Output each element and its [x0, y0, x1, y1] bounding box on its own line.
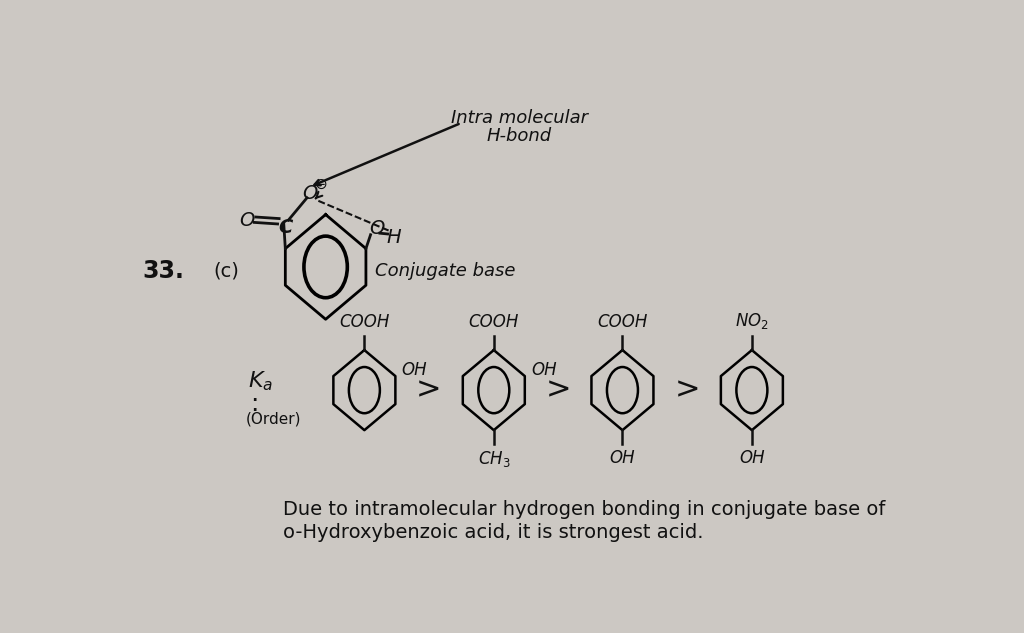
Text: C: C — [279, 218, 293, 237]
Text: OH: OH — [739, 449, 765, 467]
Text: >: > — [416, 375, 441, 404]
Text: >: > — [546, 375, 570, 404]
Text: O: O — [240, 211, 255, 230]
Text: COOH: COOH — [339, 313, 389, 331]
Text: O: O — [369, 219, 384, 238]
Text: OH: OH — [609, 449, 635, 467]
Text: Intra molecular: Intra molecular — [451, 110, 588, 127]
Text: $O$: $O$ — [302, 184, 318, 203]
Text: OH: OH — [401, 361, 427, 379]
Text: Due to intramolecular hydrogen bonding in conjugate base of: Due to intramolecular hydrogen bonding i… — [283, 500, 886, 519]
Text: H-bond: H-bond — [486, 127, 552, 145]
Text: $\ominus$: $\ominus$ — [314, 177, 328, 192]
Text: (Order): (Order) — [246, 412, 301, 427]
Text: 33.: 33. — [142, 259, 184, 283]
Text: $CH_3$: $CH_3$ — [477, 449, 510, 470]
Text: COOH: COOH — [597, 313, 647, 331]
Text: OH: OH — [531, 361, 557, 379]
Text: >: > — [675, 375, 700, 404]
Text: $K_a$: $K_a$ — [248, 369, 273, 392]
Text: (c): (c) — [213, 261, 240, 280]
Text: o-Hydroxybenzoic acid, it is strongest acid.: o-Hydroxybenzoic acid, it is strongest a… — [283, 523, 703, 542]
Text: :: : — [251, 392, 259, 416]
Text: $NO_2$: $NO_2$ — [735, 311, 769, 331]
Text: COOH: COOH — [469, 313, 519, 331]
Text: Conjugate base: Conjugate base — [375, 262, 516, 280]
Text: H: H — [386, 227, 401, 246]
